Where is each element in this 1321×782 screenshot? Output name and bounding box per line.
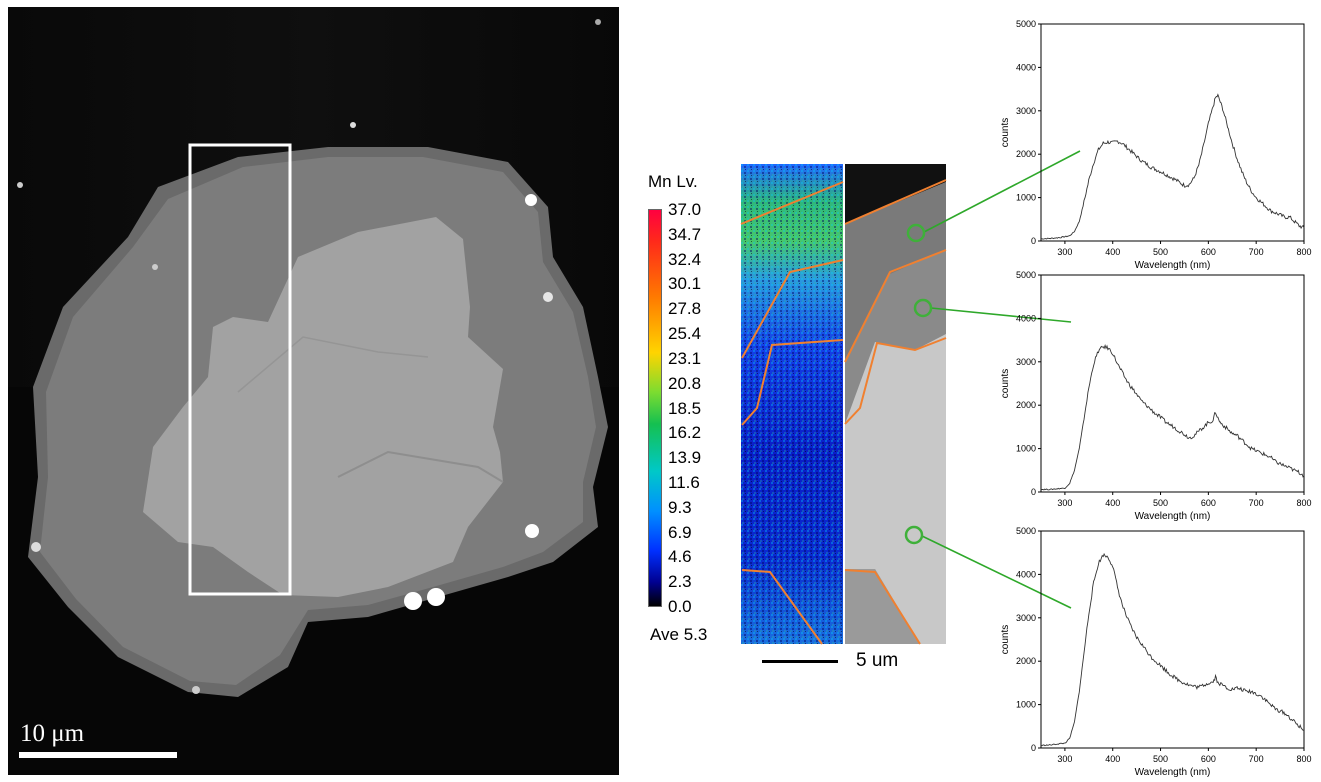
colorbar-title: Mn Lv. <box>648 172 698 191</box>
y-tick-label: 3000 <box>1016 106 1036 116</box>
y-tick-label: 0 <box>1031 743 1036 753</box>
spectrum-chart-top: 300 400 500 600 700 800 0 1000 2000 3000 4000 5000 W… <box>994 20 1316 275</box>
spectrum-chart-bottom: 300 400 500 600 700 800 0 1000 2000 3000 4000 5000 W… <box>994 527 1316 782</box>
x-tick-label: 700 <box>1249 498 1264 508</box>
spectrum-line <box>1040 93 1305 240</box>
colorbar-tick-label: 2.3 <box>668 572 692 592</box>
y-tick-label: 2000 <box>1016 656 1036 666</box>
colorbar-tick-label: 16.2 <box>668 423 702 443</box>
y-tick-label: 1000 <box>1016 444 1036 454</box>
y-tick-label: 1000 <box>1016 700 1036 710</box>
x-tick-label: 700 <box>1249 754 1264 764</box>
x-tick-label: 800 <box>1296 247 1311 257</box>
y-tick-label: 4000 <box>1016 313 1036 323</box>
x-tick-label: 700 <box>1249 247 1264 257</box>
colorbar-tick-label: 20.8 <box>668 373 702 393</box>
colorbar-tick-label: 25.4 <box>668 324 702 344</box>
x-tick-label: 600 <box>1201 247 1216 257</box>
colorbar-tick-label: 34.7 <box>668 224 702 244</box>
sem-micrograph: 10 μm <box>8 7 619 775</box>
y-tick-label: 0 <box>1031 487 1036 497</box>
colorbar-tick-label: 9.3 <box>668 497 692 517</box>
colorbar-tick-label: 37.0 <box>668 200 702 219</box>
spectrum-svg: 300 400 500 600 700 800 0 1000 2000 3000 4000 5000 W… <box>1000 527 1312 778</box>
y-tick-label: 4000 <box>1016 569 1036 579</box>
x-tick-label: 800 <box>1296 754 1311 764</box>
x-tick-label: 400 <box>1105 498 1120 508</box>
colorbar-tick-label: 0.0 <box>668 597 692 616</box>
y-tick-label: 5000 <box>1016 527 1036 536</box>
x-tick-label: 600 <box>1201 754 1216 764</box>
colorbar <box>648 209 662 607</box>
y-tick-label: 1000 <box>1016 193 1036 203</box>
spectrum-chart-middle: 300 400 500 600 700 800 0 1000 2000 3000 4000 5000 W… <box>994 271 1316 526</box>
spectrum-svg: 300 400 500 600 700 800 0 1000 2000 3000 4000 5000 W… <box>1000 271 1312 522</box>
colorbar-tick-label: 27.8 <box>668 299 702 319</box>
scale-bar-label: 10 μm <box>20 720 85 747</box>
x-tick-label: 300 <box>1057 498 1072 508</box>
colorbar-tick-label: 18.5 <box>668 398 702 418</box>
y-axis-label: counts <box>1000 369 1011 398</box>
bse-image-strip <box>845 164 946 644</box>
plot-frame <box>1040 530 1305 749</box>
spectrum-line <box>1040 343 1305 491</box>
y-tick-label: 5000 <box>1016 20 1036 29</box>
plot-frame <box>1040 274 1305 493</box>
x-tick-label: 400 <box>1105 754 1120 764</box>
x-axis-label: Wavelength (nm) <box>1135 260 1211 271</box>
x-tick-label: 400 <box>1105 247 1120 257</box>
colorbar-tick-label: 13.9 <box>668 448 702 468</box>
x-tick-label: 800 <box>1296 498 1311 508</box>
y-tick-label: 2000 <box>1016 400 1036 410</box>
x-tick-label: 600 <box>1201 498 1216 508</box>
colorbar-tick-label: 30.1 <box>668 274 702 294</box>
y-tick-label: 3000 <box>1016 357 1036 367</box>
y-tick-label: 4000 <box>1016 62 1036 72</box>
y-tick-label: 3000 <box>1016 613 1036 623</box>
y-tick-label: 0 <box>1031 236 1036 246</box>
colorbar-average: Ave 5.3 <box>650 625 708 644</box>
colorbar-tick-label: 4.6 <box>668 547 692 567</box>
y-axis-label: counts <box>1000 625 1011 654</box>
colorbar-tick-label: 11.6 <box>668 472 700 492</box>
mn-element-map <box>741 164 843 644</box>
colorbar-tick-label: 6.9 <box>668 522 692 542</box>
x-axis-label: Wavelength (nm) <box>1135 767 1211 778</box>
x-tick-label: 500 <box>1153 754 1168 764</box>
spectrum-svg: 300 400 500 600 700 800 0 1000 2000 3000 4000 5000 W… <box>1000 20 1312 271</box>
colorbar-tick-label: 32.4 <box>668 249 702 269</box>
x-tick-label: 300 <box>1057 247 1072 257</box>
scale-bar <box>19 752 177 758</box>
plot-frame <box>1040 23 1305 242</box>
grain-region <box>143 217 503 597</box>
colorbar-tick-label: 23.1 <box>668 348 702 368</box>
y-axis-label: counts <box>1000 118 1011 147</box>
x-axis-label: Wavelength (nm) <box>1135 511 1211 522</box>
x-tick-label: 500 <box>1153 498 1168 508</box>
x-tick-label: 300 <box>1057 754 1072 764</box>
colorbar-ticks: 37.0 34.7 32.4 30.1 27.8 25.4 23.1 20.8 18.5 16.2… <box>668 200 728 620</box>
x-tick-label: 500 <box>1153 247 1168 257</box>
spectrum-line <box>1040 552 1305 747</box>
y-tick-label: 2000 <box>1016 149 1036 159</box>
y-tick-label: 5000 <box>1016 271 1036 280</box>
map-scale-bar <box>762 660 838 663</box>
selection-box <box>188 143 292 596</box>
map-scale-label: 5 um <box>856 650 899 671</box>
